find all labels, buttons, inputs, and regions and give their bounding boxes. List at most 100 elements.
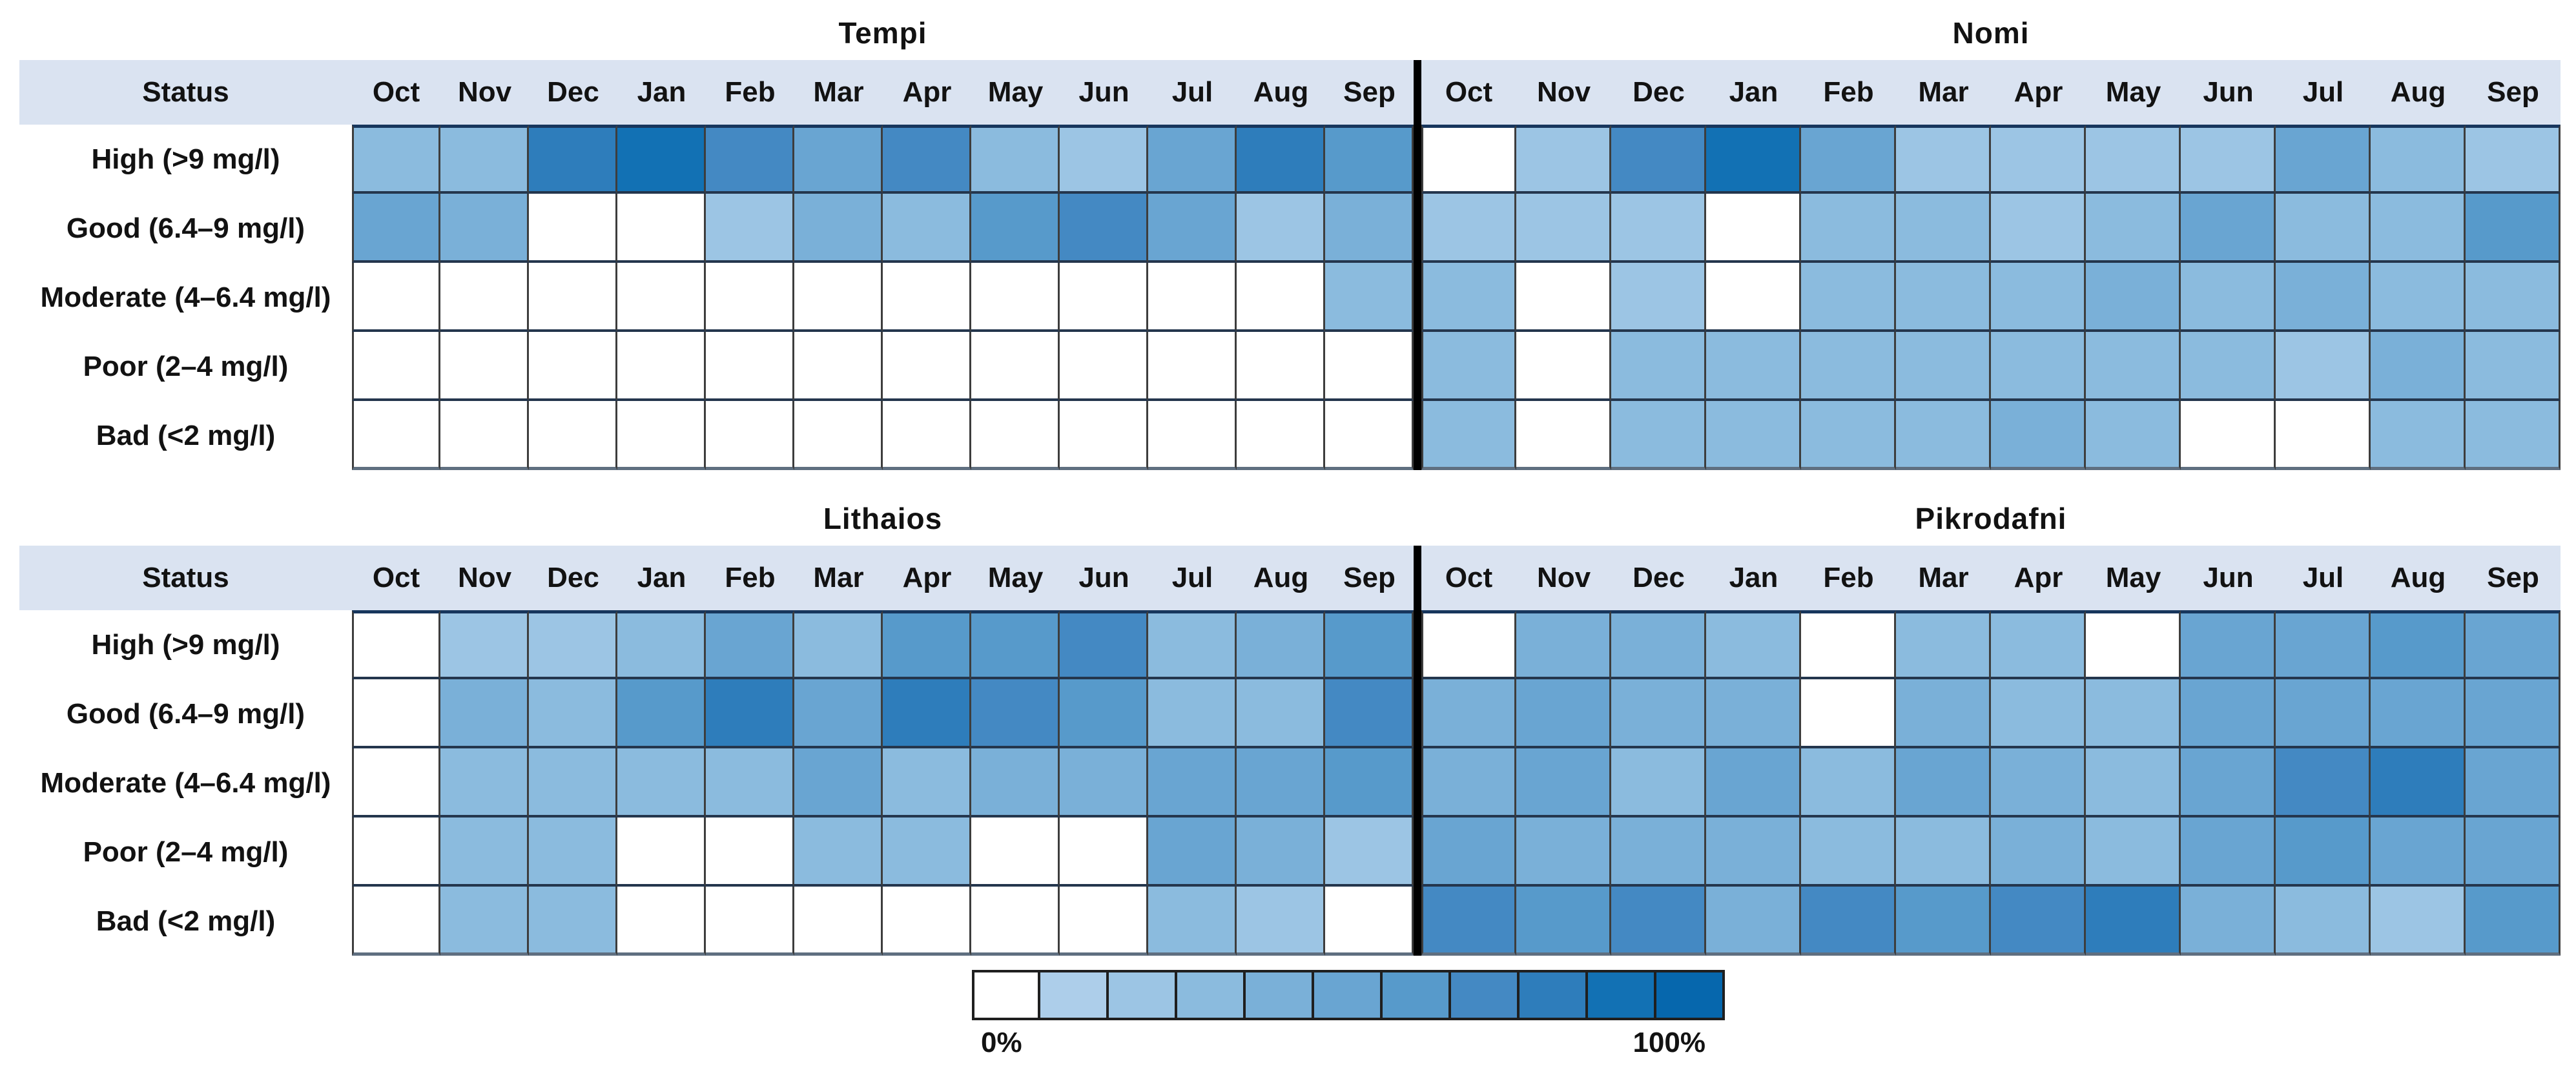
month-header: Nov: [440, 60, 529, 125]
heatmap-cell: [706, 887, 794, 956]
heatmap-cell: [2371, 887, 2466, 956]
heatmap-cell: [1801, 679, 1896, 748]
heatmap-cell: [352, 125, 440, 194]
month-header: Oct: [1421, 60, 1516, 125]
month-header: Aug: [1237, 60, 1325, 125]
heatmap-cell: [1991, 194, 2086, 263]
heatmap-cell: [1706, 748, 1801, 818]
heatmap-cell: [1896, 748, 1991, 818]
heatmap-cell: [2371, 332, 2466, 401]
legend-min-label: 0%: [981, 1027, 1022, 1058]
heatmap-cell: [971, 610, 1060, 679]
heatmap-cell: [971, 887, 1060, 956]
legend-colorbar: [972, 970, 1727, 1020]
month-header: Oct: [352, 60, 440, 125]
heatmap-cell: [2276, 818, 2371, 887]
heatmap-cell: [883, 748, 971, 818]
heatmap-cell: [1421, 332, 1516, 401]
heatmap-cell: [1148, 263, 1237, 332]
heatmap-cell: [971, 194, 1060, 263]
chart-title-nomi: Nomi: [1952, 15, 2030, 50]
heatmap-cell: [883, 194, 971, 263]
heatmap-cell: [1991, 679, 2086, 748]
heatmap-cell: [2181, 401, 2276, 470]
heatmap-cell: [2276, 887, 2371, 956]
heatmap-cell: [706, 401, 794, 470]
heatmap-cell: [2466, 679, 2561, 748]
heatmap-cell: [617, 263, 706, 332]
heatmap-cell: [706, 263, 794, 332]
heatmap-cell: [1325, 194, 1414, 263]
heatmap-cell: [2371, 748, 2466, 818]
heatmap-cell: [440, 610, 529, 679]
heatmap-cell: [1148, 610, 1237, 679]
heatmap-cell: [2466, 401, 2561, 470]
heatmap-cell: [440, 332, 529, 401]
heatmap-cell: [1706, 401, 1801, 470]
heatmap-cell: [1801, 125, 1896, 194]
heatmap-cell: [2466, 125, 2561, 194]
legend-swatch: [1588, 970, 1656, 1020]
heatmap-cell: [2276, 263, 2371, 332]
heatmap-cell: [1421, 610, 1516, 679]
heatmap-cell: [2371, 401, 2466, 470]
heatmap-cell: [1421, 748, 1516, 818]
month-header: Dec: [529, 546, 617, 610]
heatmap-cell: [1421, 679, 1516, 748]
heatmap-cell: [2276, 125, 2371, 194]
heatmap-cell: [1801, 748, 1896, 818]
heatmap-cell: [1991, 887, 2086, 956]
month-header: Jan: [1706, 546, 1801, 610]
heatmap-block-top: Tempi Nomi Status Oct Nov Dec Jan Feb Mar Apr Ma…: [19, 5, 2561, 470]
row-label: Poor (2–4 mg/l): [19, 332, 352, 401]
month-header: Nov: [440, 546, 529, 610]
heatmap-cell: [1801, 887, 1896, 956]
heatmap-cell: [440, 748, 529, 818]
heatmap-cell: [1611, 401, 1706, 470]
heatmap-cell: [1148, 887, 1237, 956]
heatmap-cell: [2371, 679, 2466, 748]
heatmap-cell: [617, 610, 706, 679]
heatmap-cell: [2371, 263, 2466, 332]
heatmap-cell: [971, 401, 1060, 470]
month-header: Mar: [794, 60, 883, 125]
month-header: Aug: [1237, 546, 1325, 610]
heatmap-cell: [1611, 887, 1706, 956]
heatmap-cell: [1060, 332, 1148, 401]
heatmap-cell: [794, 194, 883, 263]
heatmap-cell: [1237, 887, 1325, 956]
heatmap-cell: [352, 401, 440, 470]
heatmap-cell: [1325, 610, 1414, 679]
heatmap-cell: [2466, 332, 2561, 401]
legend-swatch: [1109, 970, 1177, 1020]
heatmap-cell: [794, 610, 883, 679]
legend-max-label: 100%: [1633, 1027, 1705, 1058]
row-label: Moderate (4–6.4 mg/l): [19, 263, 352, 332]
heatmap-cell: [706, 679, 794, 748]
heatmap-cell: [352, 263, 440, 332]
heatmap-cell: [1325, 887, 1414, 956]
heatmap-cell: [1060, 194, 1148, 263]
heatmap-cell: [1148, 818, 1237, 887]
heatmap-cell: [2276, 610, 2371, 679]
table-divider: [1414, 60, 1421, 470]
row-label: High (>9 mg/l): [19, 125, 352, 194]
heatmap-cell: [1148, 332, 1237, 401]
heatmap-cell: [1706, 125, 1801, 194]
month-header: Feb: [1801, 546, 1896, 610]
heatmap-cell: [1896, 610, 1991, 679]
month-header: Jun: [2181, 546, 2276, 610]
heatmap-cell: [794, 332, 883, 401]
heatmap-cell: [1237, 610, 1325, 679]
month-header: Dec: [529, 60, 617, 125]
heatmap-cell: [971, 332, 1060, 401]
heatmap-cell: [352, 610, 440, 679]
heatmap-cell: [1706, 818, 1801, 887]
heatmap-cell: [2371, 194, 2466, 263]
heatmap-cell: [617, 818, 706, 887]
heatmap-cell: [1801, 332, 1896, 401]
heatmap-cell: [1801, 401, 1896, 470]
chart-title-lithaios: Lithaios: [823, 501, 943, 535]
month-header: Nov: [1516, 60, 1611, 125]
heatmap-cell: [1060, 401, 1148, 470]
